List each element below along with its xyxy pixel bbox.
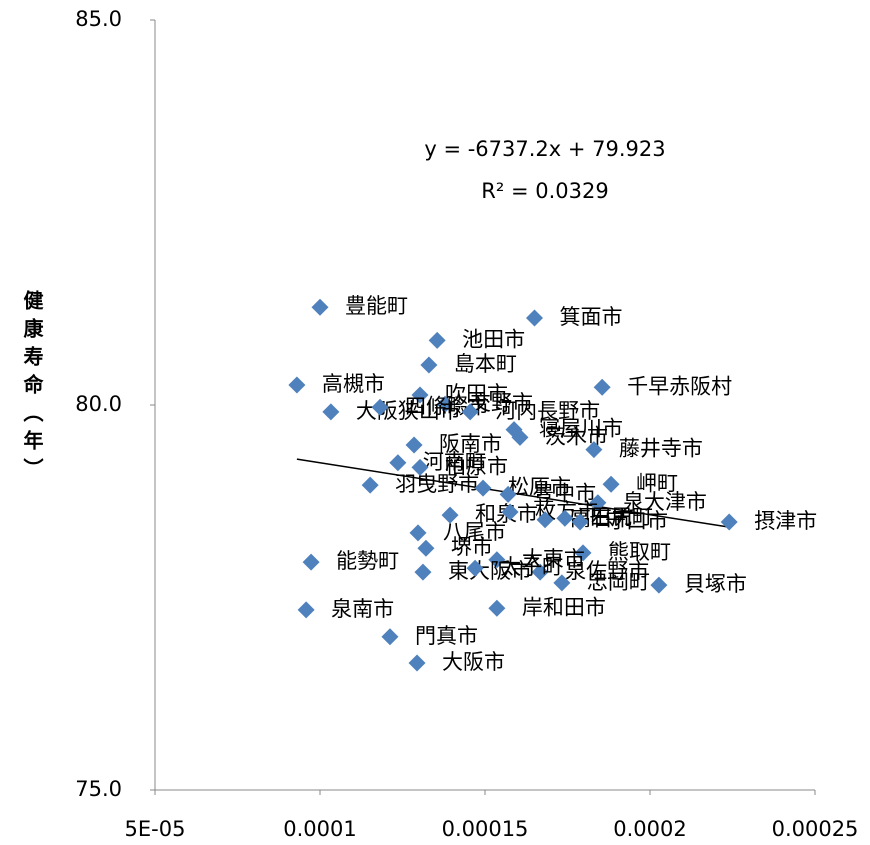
point-label: 泉大津市 [623,490,707,514]
point-label: 泉佐野市 [565,559,649,583]
point [501,503,519,521]
point [650,576,668,594]
r-squared: R² = 0.0329 [481,179,608,203]
point [389,454,407,472]
point [488,551,506,569]
point-label: 太子町 [500,555,563,579]
point [474,479,492,497]
point [574,544,592,562]
point [602,475,620,493]
equation: y = -6737.2x + 79.923 [424,137,665,161]
point-label: 寝屋川市 [539,417,623,441]
point [553,574,571,592]
point [411,458,429,476]
point-label: 貝塚市 [684,572,747,596]
point [381,628,399,646]
x-tick-label: 0.0002 [613,817,686,841]
point [297,601,315,619]
point [441,506,459,524]
point [720,513,738,531]
point [409,524,427,542]
point [417,539,435,557]
point [511,428,529,446]
point-label: 東大阪市 [448,559,532,583]
point-label: 大阪狭山市 [356,399,461,423]
point [411,386,429,404]
point [302,553,320,571]
point [461,403,479,421]
point-label: 門真市 [415,624,478,648]
point [371,398,389,416]
point [436,395,454,413]
point [408,654,426,672]
point-label: 田尻町 [590,505,653,529]
point [499,485,517,503]
point-label: 豊能町 [345,294,408,318]
y-tick-label: 85.0 [75,7,122,31]
point-label: 大東市 [522,547,585,571]
point-label: 松原市 [508,475,571,499]
point [288,376,306,394]
point [420,356,438,374]
point-label: 茨木市 [545,424,608,448]
x-tick-label: 0.0001 [283,817,356,841]
point [428,331,446,349]
point-label: 藤井寺市 [619,437,703,461]
y-tick-label: 75.0 [75,777,122,801]
point-label: 河南町 [423,450,486,474]
point-label: 堺市 [451,535,493,559]
point [466,559,484,577]
point-label: 吹田市 [445,382,508,406]
point [405,436,423,454]
point-label: 豊中市 [533,481,596,505]
point-label: 大阪市 [442,650,505,674]
point-label: 池田市 [462,327,525,351]
point-label: 阪南市 [439,432,502,456]
y-tick-label: 80.0 [75,392,122,416]
point-label: 交野市 [470,391,533,415]
point [531,563,549,581]
point [585,441,603,459]
point-label: 泉南市 [331,597,394,621]
point-label: 能勢町 [336,549,399,573]
point-label: 河内長野市 [495,399,600,423]
point [589,494,607,512]
point-label: 羽曳野市 [395,472,479,496]
point-label: 四條畷市 [405,394,489,418]
point [593,378,611,396]
point [571,513,589,531]
point-label: 岬町 [636,471,678,495]
point-label: 八尾市 [443,520,506,544]
x-tick-label: 0.00025 [772,817,859,841]
point-label: 守口市 [605,509,668,533]
point [488,599,506,617]
y-axis-label: 健康寿命（年） [20,290,44,486]
point [414,563,432,581]
point [556,509,574,527]
point-label: 箕面市 [560,305,623,329]
point [361,476,379,494]
point-label: 摂津市 [754,509,817,533]
point-label: 柏原市 [445,454,508,478]
point-label: 忠岡町 [587,570,650,594]
point-label: 島本町 [454,352,517,376]
point [311,298,329,316]
point-label: 高槻市 [322,372,385,396]
point-label: 熊取町 [608,540,671,564]
point-label: 千早赤阪村 [627,374,732,398]
x-tick-label: 5E-05 [125,817,186,841]
x-tick-label: 0.00015 [442,817,529,841]
point [322,403,340,421]
point [526,309,543,327]
point [536,511,554,529]
point-label: 岸和田市 [522,595,606,619]
